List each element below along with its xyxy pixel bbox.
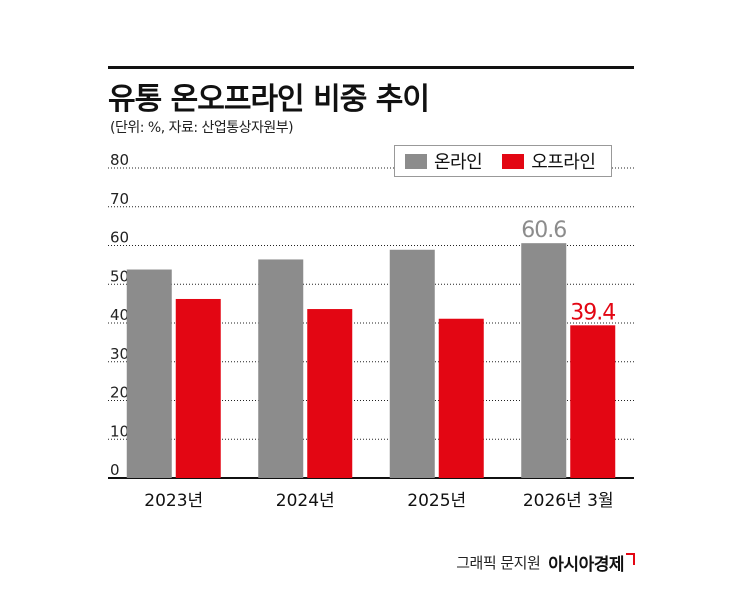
chart-subtitle: (단위: %, 자료: 산업통상자원부)	[110, 120, 294, 136]
y-tick-label: 0	[110, 461, 120, 479]
bar-offline	[570, 325, 616, 478]
x-tick-label: 2026년 3월	[523, 491, 614, 511]
y-tick-label: 80	[110, 151, 129, 169]
bar-offline	[307, 309, 353, 478]
brand-mark-icon	[626, 552, 635, 565]
bar-offline	[438, 318, 484, 478]
y-tick-label: 60	[110, 229, 129, 247]
legend: 온라인 오프라인	[394, 145, 612, 177]
y-tick-label: 20	[110, 384, 129, 402]
brand-logo: 아시아경제	[548, 555, 624, 575]
legend-label-online: 온라인	[434, 152, 483, 173]
title-rule	[108, 66, 634, 69]
data-label: 39.4	[570, 300, 615, 325]
x-tick-label: 2023년	[144, 491, 203, 511]
y-tick-label: 50	[110, 267, 129, 285]
y-tick-label: 40	[110, 306, 129, 324]
data-label: 60.6	[521, 218, 566, 243]
y-tick-label: 10	[110, 422, 129, 440]
legend-label-offline: 오프라인	[531, 152, 596, 173]
x-tick-label: 2024년	[276, 491, 335, 511]
bar-online	[521, 243, 567, 478]
legend-swatch-online	[405, 153, 427, 169]
x-tick-label: 2025년	[407, 491, 466, 511]
credit: 그래픽 문지원 아시아경제	[456, 550, 635, 575]
legend-item-online: 온라인	[405, 148, 483, 174]
chart-title: 유통 온오프라인 비중 추이	[108, 82, 430, 117]
y-tick-label: 70	[110, 190, 129, 208]
y-tick-label: 30	[110, 345, 129, 363]
bar-offline	[175, 298, 221, 478]
bar-online	[389, 249, 435, 478]
bar-online	[258, 259, 304, 478]
credit-text: 그래픽 문지원	[456, 554, 541, 572]
legend-item-offline: 오프라인	[502, 148, 596, 174]
legend-swatch-offline	[502, 153, 525, 169]
bar-online	[126, 269, 172, 478]
